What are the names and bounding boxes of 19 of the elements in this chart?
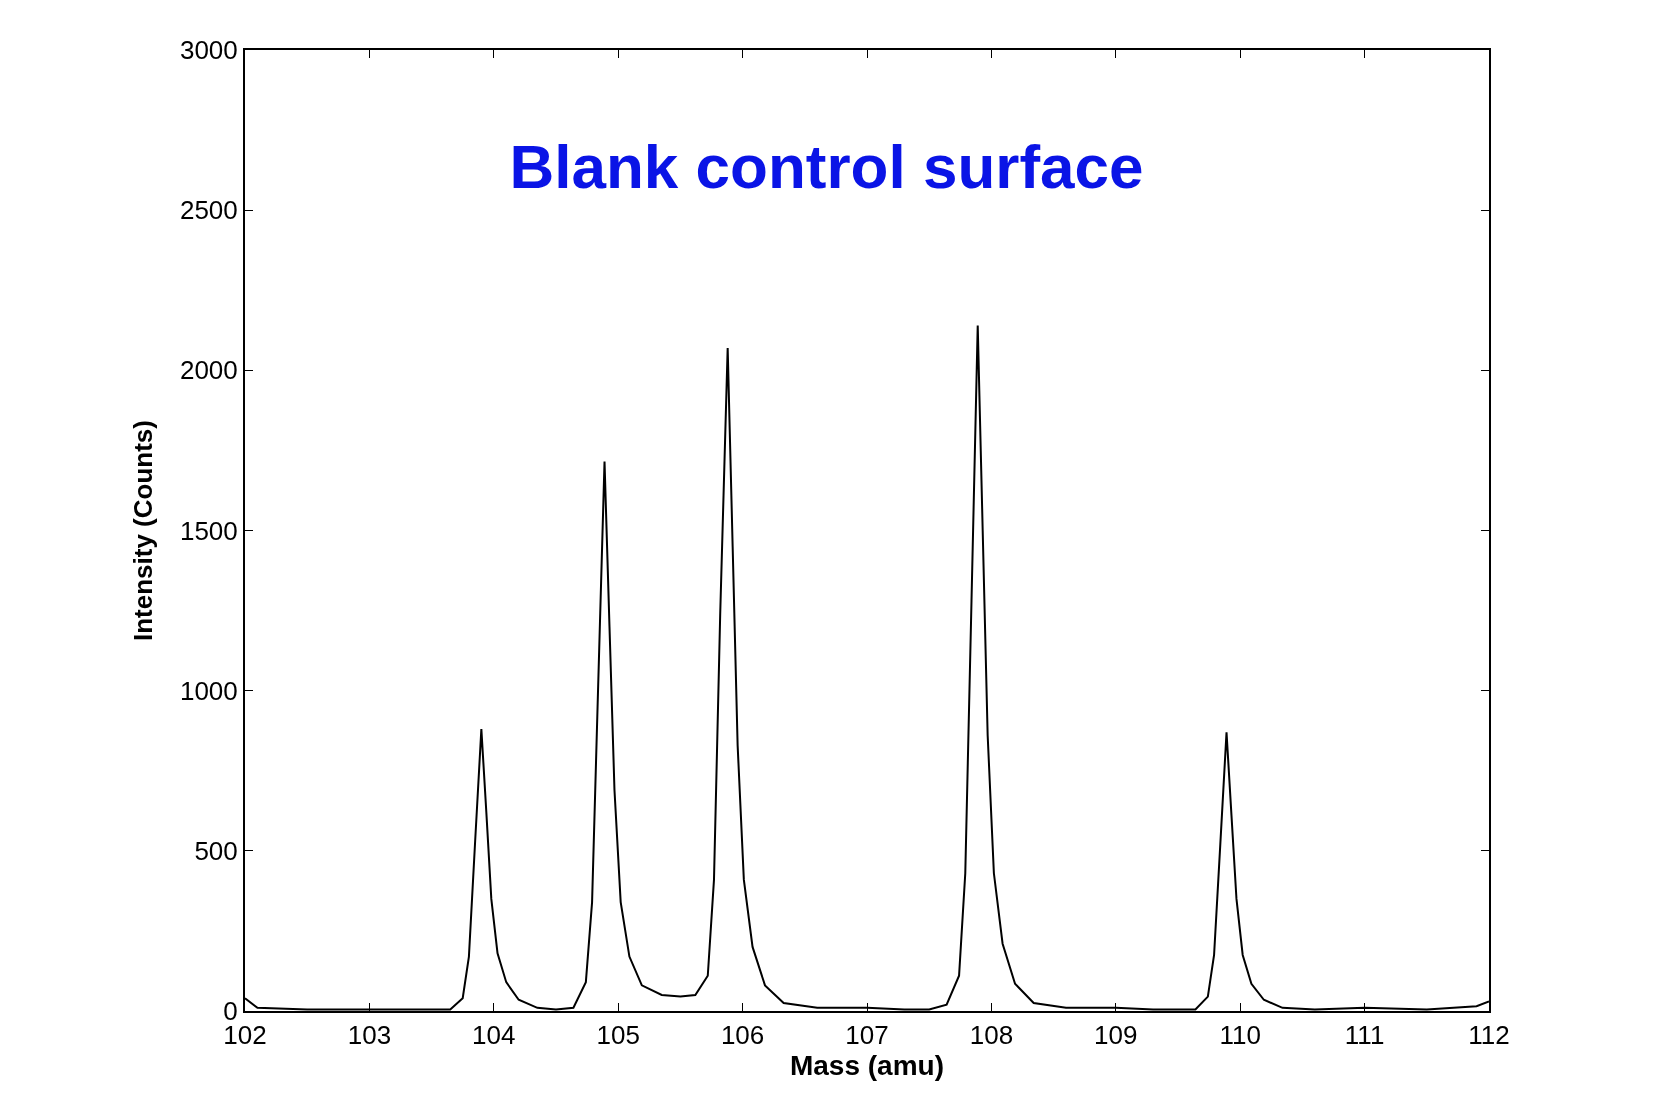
x-tick-label: 106 (720, 1020, 765, 1051)
text: Blank control surface (509, 131, 1144, 201)
x-tick-label: 103 (347, 1020, 392, 1051)
y-axis-title: Intensity (Counts) (127, 420, 158, 641)
x-tick-label: 108 (969, 1020, 1014, 1051)
x-axis-title: Mass (amu) (789, 1050, 945, 1082)
y-tick-label: 2000 (179, 355, 238, 386)
x-tick-label: 110 (1219, 1020, 1261, 1051)
y-tick-label: 3000 (179, 35, 238, 66)
x-tick-label: 111 (1344, 1020, 1385, 1051)
y-tick-label: 2500 (179, 195, 238, 226)
x-tick-label: 104 (472, 1020, 516, 1051)
y-tick-label: 1500 (179, 515, 238, 546)
y-tick-label: 1000 (179, 675, 238, 706)
x-tick-label: 107 (845, 1020, 889, 1051)
x-tick-label: 109 (1094, 1020, 1138, 1051)
x-tick-label: 105 (596, 1020, 640, 1051)
y-tick-label: 500 (194, 835, 238, 866)
x-tick-label: 112 (1468, 1020, 1510, 1051)
